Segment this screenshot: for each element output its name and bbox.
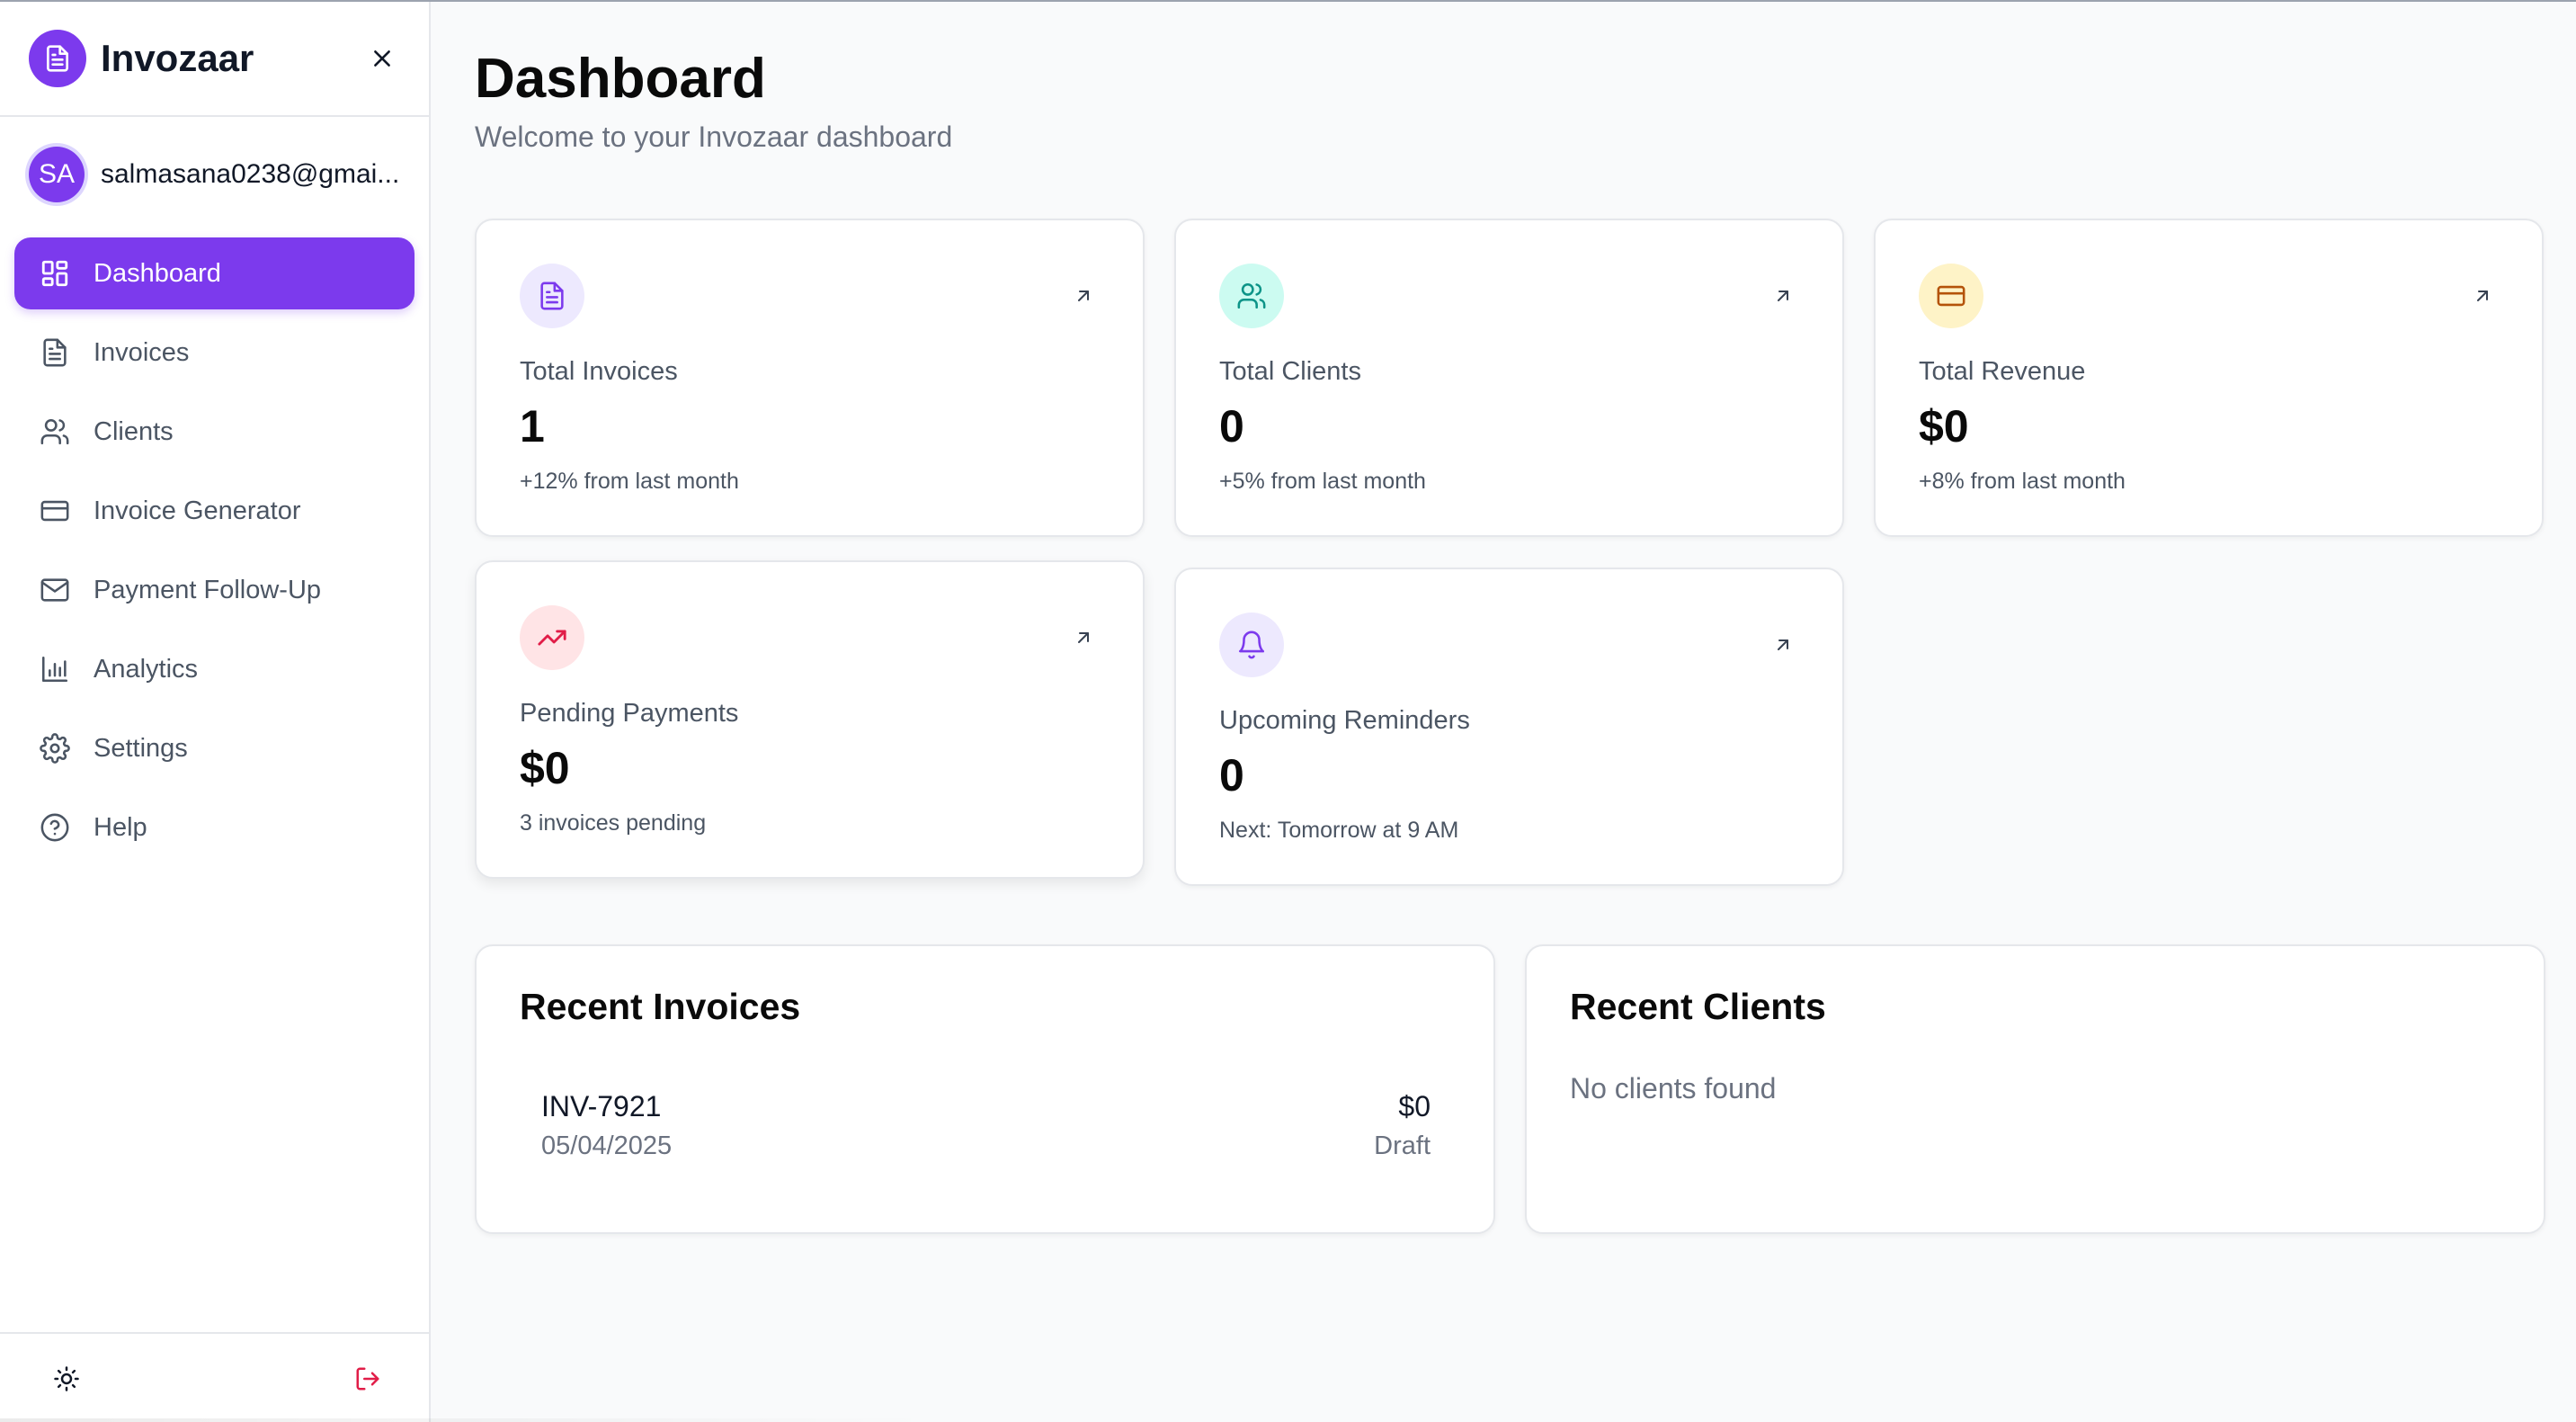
sidebar-item-label: Payment Follow-Up	[94, 575, 322, 604]
stat-subtext: +12% from last month	[520, 469, 739, 494]
help-circle-icon	[38, 810, 72, 845]
sidebar-item-invoice-generator[interactable]: Invoice Generator	[14, 475, 414, 547]
sidebar-nav: Dashboard Invoices Clients	[0, 232, 429, 863]
sidebar-item-label: Dashboard	[94, 258, 221, 288]
recent-clients-panel: Recent Clients No clients found	[1525, 944, 2545, 1234]
stat-label: Total Invoices	[520, 357, 678, 386]
recent-invoices-title: Recent Invoices	[520, 986, 801, 1027]
page-subtitle: Welcome to your Invozaar dashboard	[475, 121, 953, 153]
stat-subtext: +8% from last month	[1919, 469, 2126, 494]
bar-chart-icon	[38, 652, 72, 686]
stat-value: $0	[1919, 401, 1969, 452]
sidebar-item-settings[interactable]: Settings	[14, 712, 414, 784]
sidebar-item-dashboard[interactable]: Dashboard	[14, 237, 414, 309]
recent-invoices-panel: Recent Invoices INV-7921 05/04/2025 $0 D…	[475, 944, 1495, 1234]
empty-state-text: No clients found	[1570, 1072, 1777, 1105]
list-item[interactable]: INV-7921 05/04/2025 $0 Draft	[541, 1090, 1431, 1171]
sidebar-item-clients[interactable]: Clients	[14, 396, 414, 468]
gear-icon	[38, 731, 72, 765]
stat-value: 0	[1219, 750, 1244, 800]
users-icon	[38, 415, 72, 449]
stat-label: Pending Payments	[520, 699, 739, 728]
stat-label: Total Revenue	[1919, 357, 2086, 386]
stat-card-total-revenue[interactable]: Total Revenue $0 +8% from last month	[1874, 219, 2544, 537]
sidebar-item-label: Help	[94, 812, 147, 842]
brand-header: Invozaar	[0, 2, 429, 117]
credit-card-icon	[38, 494, 72, 528]
bell-icon	[1219, 613, 1284, 677]
brand-logo-icon	[29, 30, 86, 87]
stat-label: Total Clients	[1219, 357, 1361, 386]
user-profile[interactable]: SA salmasana0238@gmai...	[0, 117, 429, 232]
document-icon	[520, 264, 584, 328]
sun-icon	[54, 1366, 79, 1391]
dashboard-grid-icon	[38, 256, 72, 291]
main-content: Dashboard Welcome to your Invozaar dashb…	[432, 2, 2576, 1422]
arrow-up-right-icon[interactable]	[1071, 625, 1096, 650]
arrow-up-right-icon[interactable]	[1071, 283, 1096, 309]
sidebar-item-payment-follow-up[interactable]: Payment Follow-Up	[14, 554, 414, 626]
invoice-amount: $0	[1398, 1090, 1431, 1122]
stat-value: 1	[520, 401, 545, 452]
stat-label: Upcoming Reminders	[1219, 706, 1470, 735]
sidebar: Invozaar SA salmasana0238@gmai... Dashbo…	[0, 2, 935, 1422]
logout-button[interactable]	[350, 1361, 386, 1397]
sidebar-item-label: Invoice Generator	[94, 496, 301, 525]
trending-up-icon	[520, 605, 584, 670]
sidebar-item-label: Clients	[94, 416, 174, 446]
brand-name: Invozaar	[101, 37, 254, 79]
invoice-id: INV-7921	[541, 1090, 662, 1122]
user-email: salmasana0238@gmai...	[101, 159, 400, 189]
stat-card-pending-payments[interactable]: Pending Payments $0 3 invoices pending	[475, 560, 1145, 879]
sidebar-footer	[0, 1332, 429, 1422]
arrow-up-right-icon[interactable]	[1770, 632, 1796, 657]
sidebar-item-label: Analytics	[94, 654, 199, 684]
stat-subtext: Next: Tomorrow at 9 AM	[1219, 818, 1459, 843]
stat-subtext: +5% from last month	[1219, 469, 1426, 494]
invoice-date: 05/04/2025	[541, 1131, 673, 1160]
stat-value: 0	[1219, 401, 1244, 452]
stat-card-total-invoices[interactable]: Total Invoices 1 +12% from last month	[475, 219, 1145, 537]
theme-toggle-button[interactable]	[49, 1361, 85, 1397]
logout-icon	[356, 1367, 379, 1391]
invoice-status: Draft	[1374, 1131, 1431, 1160]
bottom-shadow	[0, 1418, 935, 1422]
close-sidebar-button[interactable]	[364, 40, 400, 76]
stat-card-upcoming-reminders[interactable]: Upcoming Reminders 0 Next: Tomorrow at 9…	[1174, 568, 1844, 886]
sidebar-item-analytics[interactable]: Analytics	[14, 633, 414, 705]
mail-icon	[38, 573, 72, 607]
close-icon	[374, 50, 390, 67]
sidebar-item-label: Settings	[94, 733, 188, 763]
recent-clients-title: Recent Clients	[1570, 986, 1826, 1027]
arrow-up-right-icon[interactable]	[2470, 283, 2495, 309]
stat-subtext: 3 invoices pending	[520, 810, 707, 836]
users-icon	[1219, 264, 1284, 328]
sidebar-item-invoices[interactable]: Invoices	[14, 317, 414, 389]
document-icon	[38, 335, 72, 370]
page-title: Dashboard	[475, 48, 766, 110]
sidebar-item-help[interactable]: Help	[14, 791, 414, 863]
credit-card-icon	[1919, 264, 1983, 328]
stat-card-total-clients[interactable]: Total Clients 0 +5% from last month	[1174, 219, 1844, 537]
sidebar-item-label: Invoices	[94, 337, 190, 367]
stat-value: $0	[520, 743, 570, 793]
arrow-up-right-icon[interactable]	[1770, 283, 1796, 309]
avatar: SA	[29, 147, 85, 202]
